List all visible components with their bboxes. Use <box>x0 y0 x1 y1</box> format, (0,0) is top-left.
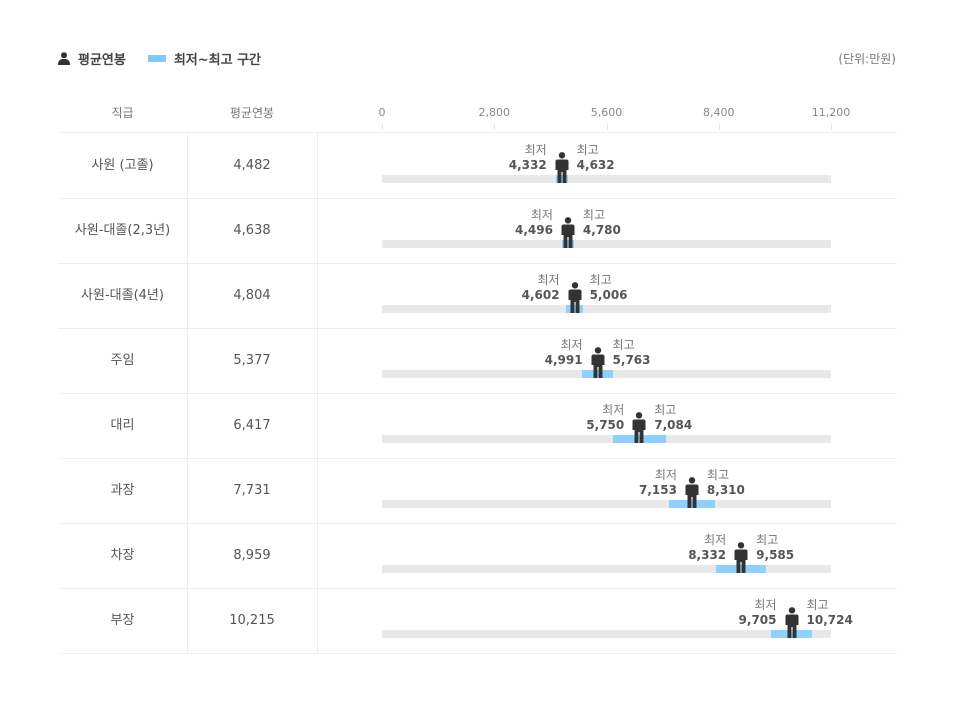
header-avg: 평균연봉 <box>229 106 275 120</box>
tick-mark <box>494 124 496 130</box>
table-row: 사원-대졸(2,3년) 4,638 최저 4,496 최고 4,780 <box>58 198 897 264</box>
unit-label: (단위:만원) <box>838 52 896 66</box>
legend: 평균연봉 최저~최고 구간 <box>58 49 261 68</box>
range-bar <box>771 630 812 638</box>
range-track <box>382 240 831 248</box>
tick-mark <box>382 124 383 130</box>
range-bar <box>668 500 716 508</box>
tick-label: 2,800 <box>478 106 511 119</box>
table-row: 주임 5,377 최저 4,991 최고 5,763 <box>58 328 897 394</box>
avg-cell: 4,638 <box>187 198 318 263</box>
avg-cell: 7,731 <box>187 458 318 523</box>
max-label: 최고 9,585 <box>756 533 795 562</box>
tick-mark <box>606 124 608 130</box>
min-label: 최저 8,332 <box>688 533 727 562</box>
avg-cell: 10,215 <box>187 588 318 653</box>
min-label: 최저 5,750 <box>586 403 625 432</box>
avg-cell: 4,482 <box>187 133 318 198</box>
person-icon <box>734 542 748 573</box>
person-icon <box>591 347 605 378</box>
range-track <box>382 435 831 443</box>
rank-cell: 부장 <box>58 588 188 653</box>
range-track <box>382 565 831 573</box>
legend-range-label: 최저~최고 구간 <box>173 53 262 68</box>
avg-cell: 8,959 <box>187 523 318 588</box>
rank-cell: 사원-대졸(4년) <box>58 263 188 328</box>
table-row: 차장 8,959 최저 8,332 최고 9,585 <box>58 523 897 589</box>
person-icon <box>561 217 575 248</box>
table-row: 대리 6,417 최저 5,750 최고 7,084 <box>58 393 897 459</box>
divider <box>58 132 897 133</box>
range-bar <box>716 565 767 573</box>
max-label: 최고 7,084 <box>654 403 693 432</box>
legend-range-swatch <box>147 55 166 62</box>
person-icon <box>555 152 569 183</box>
avg-cell: 4,804 <box>187 263 318 328</box>
tick-label: 8,400 <box>703 106 735 119</box>
min-label: 최저 7,153 <box>638 468 677 497</box>
tick-mark <box>718 124 720 130</box>
header-rank: 직급 <box>111 106 134 120</box>
person-icon <box>785 607 798 638</box>
person-icon <box>685 477 699 508</box>
person-icon <box>632 412 646 443</box>
person-icon <box>58 52 70 65</box>
tick-mark <box>831 124 832 130</box>
table-row: 과장 7,731 최저 7,153 최고 8,310 <box>58 458 897 524</box>
range-bar <box>566 305 583 313</box>
rank-cell: 대리 <box>58 393 188 458</box>
table-row: 부장 10,215 최저 9,705 최고 10,724 <box>58 588 897 654</box>
max-label: 최고 10,724 <box>806 598 853 627</box>
min-label: 최저 4,332 <box>508 143 547 172</box>
legend-avg-label: 평균연봉 <box>78 53 126 68</box>
rank-cell: 사원-대졸(2,3년) <box>58 198 188 263</box>
range-bar <box>582 370 614 378</box>
range-bar <box>555 175 568 183</box>
max-label: 최고 4,780 <box>582 208 621 237</box>
range-bar <box>562 240 574 248</box>
range-bar <box>612 435 666 443</box>
range-track <box>382 630 831 638</box>
min-label: 최저 4,496 <box>514 208 553 237</box>
min-label: 최저 4,602 <box>521 273 560 302</box>
min-label: 최저 4,991 <box>544 338 583 367</box>
max-label: 최고 5,006 <box>589 273 628 302</box>
avg-cell: 6,417 <box>187 393 318 458</box>
tick-label: 11,200 <box>811 106 851 119</box>
tick-label: 5,600 <box>590 106 623 119</box>
rank-cell: 차장 <box>58 523 188 588</box>
min-label: 최저 9,705 <box>738 598 777 627</box>
person-icon <box>568 282 582 313</box>
tick-label: 0 <box>378 106 386 119</box>
max-label: 최고 8,310 <box>706 468 745 497</box>
table-row: 사원 (고졸) 4,482 최저 4,332 최고 4,632 <box>58 133 897 199</box>
range-track <box>382 305 831 313</box>
avg-cell: 5,377 <box>187 328 318 393</box>
max-label: 최고 4,632 <box>576 143 615 172</box>
max-label: 최고 5,763 <box>612 338 651 367</box>
rank-cell: 주임 <box>58 328 188 393</box>
range-track <box>382 500 831 508</box>
rank-cell: 사원 (고졸) <box>58 133 188 198</box>
rank-cell: 과장 <box>58 458 188 523</box>
table-row: 사원-대졸(4년) 4,804 최저 4,602 최고 5,006 <box>58 263 897 329</box>
range-track <box>382 175 831 183</box>
